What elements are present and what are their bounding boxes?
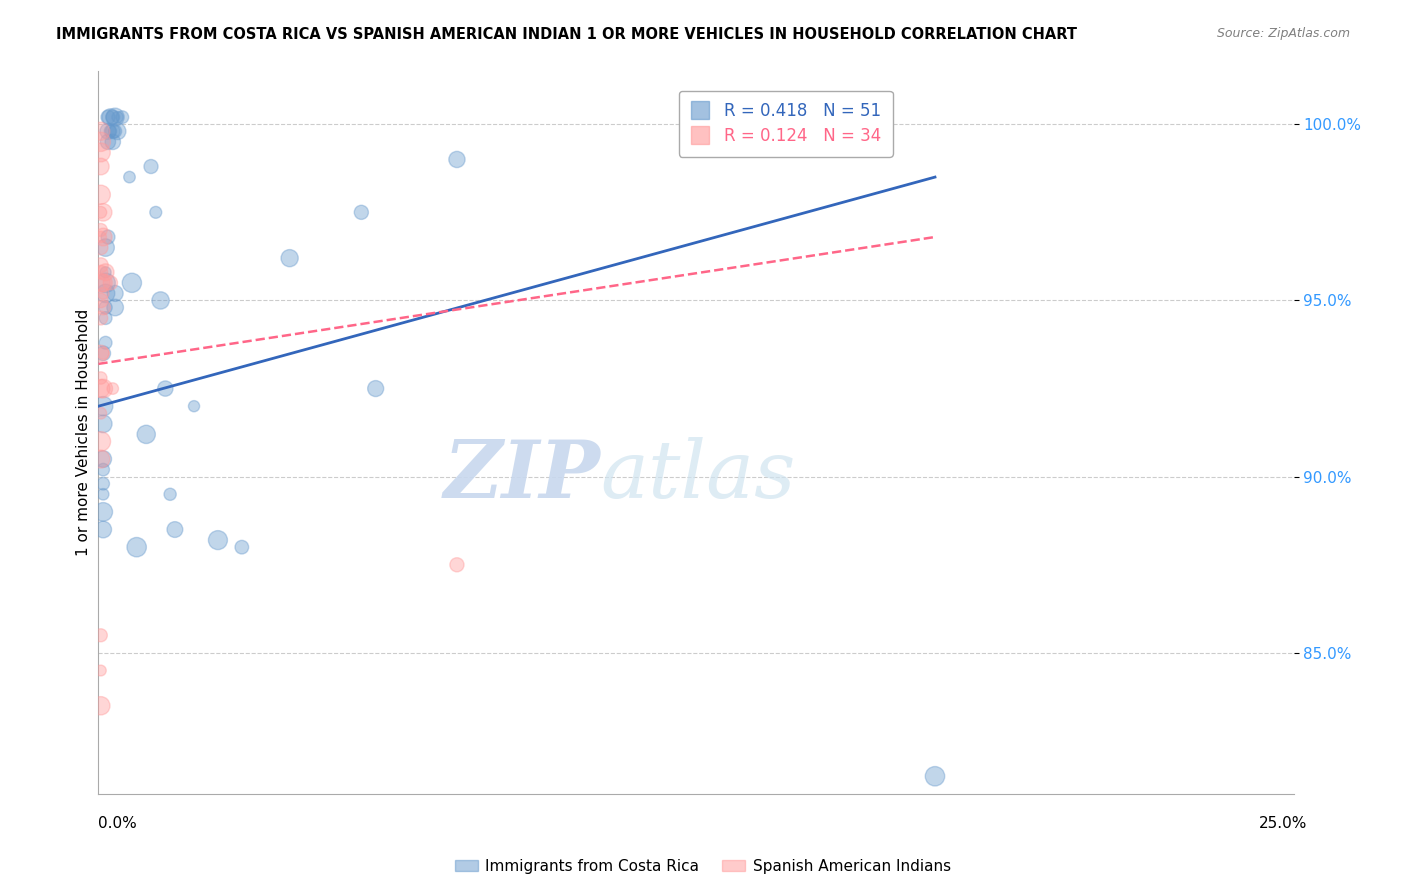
Point — [231, 540, 253, 554]
Point — [90, 187, 112, 202]
Point — [90, 258, 112, 272]
Point — [90, 371, 112, 385]
Point — [446, 153, 468, 167]
Point — [104, 124, 127, 138]
Point — [90, 346, 112, 360]
Point — [139, 160, 162, 174]
Point — [163, 523, 186, 537]
Point — [90, 698, 112, 713]
Text: 25.0%: 25.0% — [1260, 816, 1308, 831]
Point — [90, 452, 112, 467]
Point — [101, 124, 124, 138]
Point — [94, 286, 117, 301]
Legend: R = 0.418   N = 51, R = 0.124   N = 34: R = 0.418 N = 51, R = 0.124 N = 34 — [679, 90, 893, 156]
Point — [94, 301, 117, 315]
Point — [756, 135, 779, 149]
Point — [94, 241, 117, 255]
Point — [101, 135, 124, 149]
Point — [446, 558, 468, 572]
Point — [90, 406, 112, 420]
Point — [94, 276, 117, 290]
Point — [90, 145, 112, 160]
Point — [91, 301, 114, 315]
Point — [91, 487, 114, 501]
Point — [97, 124, 120, 138]
Point — [90, 223, 112, 237]
Point — [98, 276, 122, 290]
Point — [97, 135, 120, 149]
Point — [91, 505, 114, 519]
Point — [94, 265, 117, 279]
Point — [125, 540, 148, 554]
Point — [90, 311, 112, 326]
Point — [278, 251, 301, 265]
Point — [350, 205, 373, 219]
Point — [118, 170, 141, 185]
Point — [91, 476, 114, 491]
Point — [97, 230, 120, 244]
Point — [94, 311, 117, 326]
Point — [91, 346, 114, 360]
Point — [104, 286, 127, 301]
Point — [98, 110, 122, 124]
Text: IMMIGRANTS FROM COSTA RICA VS SPANISH AMERICAN INDIAN 1 OR MORE VEHICLES IN HOUS: IMMIGRANTS FROM COSTA RICA VS SPANISH AM… — [56, 27, 1077, 42]
Point — [90, 160, 112, 174]
Text: Source: ZipAtlas.com: Source: ZipAtlas.com — [1216, 27, 1350, 40]
Point — [91, 399, 114, 413]
Point — [90, 265, 112, 279]
Point — [90, 664, 112, 678]
Point — [91, 205, 114, 219]
Point — [101, 382, 124, 396]
Point — [91, 276, 114, 290]
Point — [90, 276, 112, 290]
Point — [90, 293, 112, 308]
Point — [94, 335, 117, 350]
Point — [155, 382, 177, 396]
Point — [91, 230, 114, 244]
Legend: Immigrants from Costa Rica, Spanish American Indians: Immigrants from Costa Rica, Spanish Amer… — [449, 853, 957, 880]
Point — [90, 628, 112, 642]
Point — [90, 124, 112, 138]
Point — [91, 286, 114, 301]
Point — [98, 124, 122, 138]
Point — [97, 110, 120, 124]
Point — [111, 110, 134, 124]
Point — [924, 769, 946, 783]
Point — [121, 276, 143, 290]
Text: 0.0%: 0.0% — [98, 816, 138, 831]
Point — [149, 293, 172, 308]
Point — [207, 533, 229, 548]
Point — [91, 382, 114, 396]
Text: atlas: atlas — [600, 437, 796, 515]
Point — [145, 205, 167, 219]
Point — [90, 434, 112, 449]
Point — [90, 230, 112, 244]
Point — [91, 462, 114, 476]
Point — [104, 301, 127, 315]
Point — [104, 110, 127, 124]
Point — [135, 427, 157, 442]
Point — [101, 110, 124, 124]
Point — [90, 241, 112, 255]
Point — [364, 382, 387, 396]
Point — [90, 205, 112, 219]
Point — [159, 487, 181, 501]
Point — [91, 523, 114, 537]
Point — [107, 110, 129, 124]
Point — [107, 124, 129, 138]
Point — [91, 452, 114, 467]
Point — [91, 346, 114, 360]
Point — [94, 265, 117, 279]
Point — [91, 417, 114, 431]
Point — [90, 135, 112, 149]
Text: ZIP: ZIP — [443, 437, 600, 515]
Point — [90, 382, 112, 396]
Y-axis label: 1 or more Vehicles in Household: 1 or more Vehicles in Household — [76, 309, 91, 557]
Point — [183, 399, 205, 413]
